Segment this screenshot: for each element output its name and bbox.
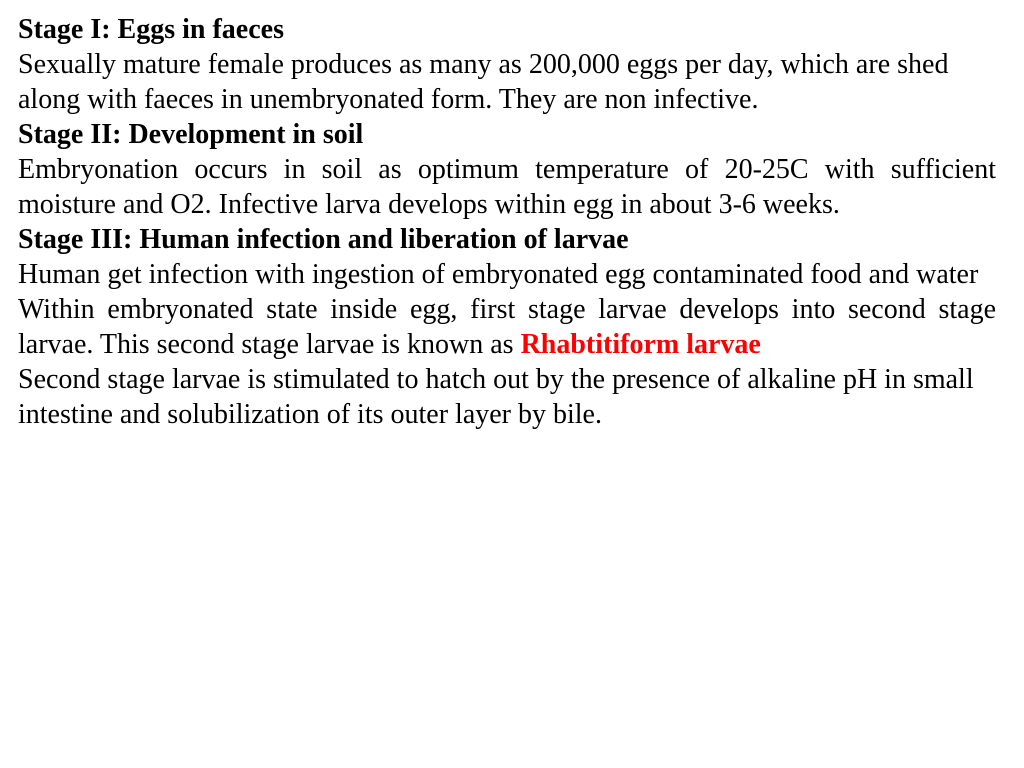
stage3-block: Stage III: Human infection and liberatio… xyxy=(18,222,996,257)
stage1-heading: Stage I: Eggs in faeces xyxy=(18,14,284,45)
stage3-body2-highlight: Rhabtitiform larvae xyxy=(521,329,761,360)
stage1-body: Sexually mature female produces as many … xyxy=(18,47,996,117)
stage2-heading: Stage II: Development in soil xyxy=(18,119,363,150)
stage1-block: Stage I: Eggs in faeces xyxy=(18,12,996,47)
stage3-heading: Stage III: Human infection and liberatio… xyxy=(18,224,629,255)
document-page: Stage I: Eggs in faeces Sexually mature … xyxy=(0,0,1024,432)
stage3-body3: Second stage larvae is stimulated to hat… xyxy=(18,362,996,432)
stage3-body2-pre: Within embryonated state inside egg, fir… xyxy=(18,294,996,360)
stage3-body1: Human get infection with ingestion of em… xyxy=(18,257,996,292)
stage3-body2: Within embryonated state inside egg, fir… xyxy=(18,292,996,362)
stage2-body: Embryonation occurs in soil as optimum t… xyxy=(18,152,996,222)
stage2-block: Stage II: Development in soil xyxy=(18,117,996,152)
